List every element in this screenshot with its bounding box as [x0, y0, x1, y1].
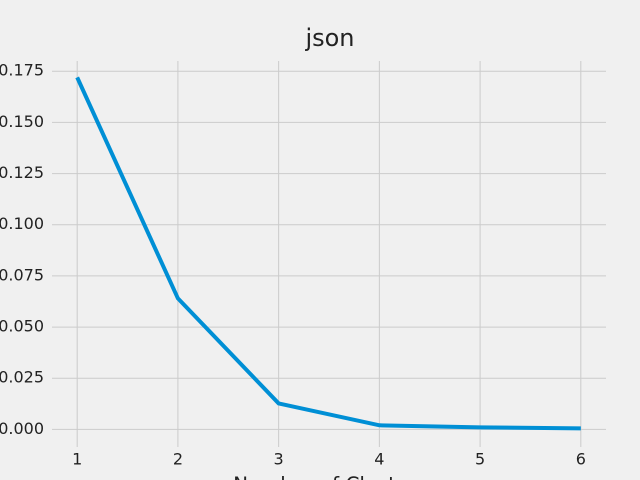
- chart-title: json: [304, 24, 354, 52]
- x-tick-label: 4: [374, 450, 384, 469]
- y-tick-label: 0.150: [0, 112, 44, 131]
- y-tick-label: 0.175: [0, 61, 44, 80]
- data-line: [75, 76, 581, 431]
- x-tick-label: 5: [475, 450, 485, 469]
- x-axis-label: Number of Clusters: [233, 473, 427, 480]
- y-tick-label: 0.125: [0, 163, 44, 182]
- y-tick-label: 0.000: [0, 419, 44, 438]
- y-tick-label: 0.100: [0, 214, 44, 233]
- y-tick-label: 0.025: [0, 368, 44, 387]
- x-tick-label: 2: [173, 450, 183, 469]
- y-tick-label: 0.075: [0, 265, 44, 284]
- y-tick-label: 0.050: [0, 317, 44, 336]
- x-tick-label: 6: [576, 450, 586, 469]
- x-tick-label: 1: [72, 450, 82, 469]
- x-tick-label: 3: [274, 450, 284, 469]
